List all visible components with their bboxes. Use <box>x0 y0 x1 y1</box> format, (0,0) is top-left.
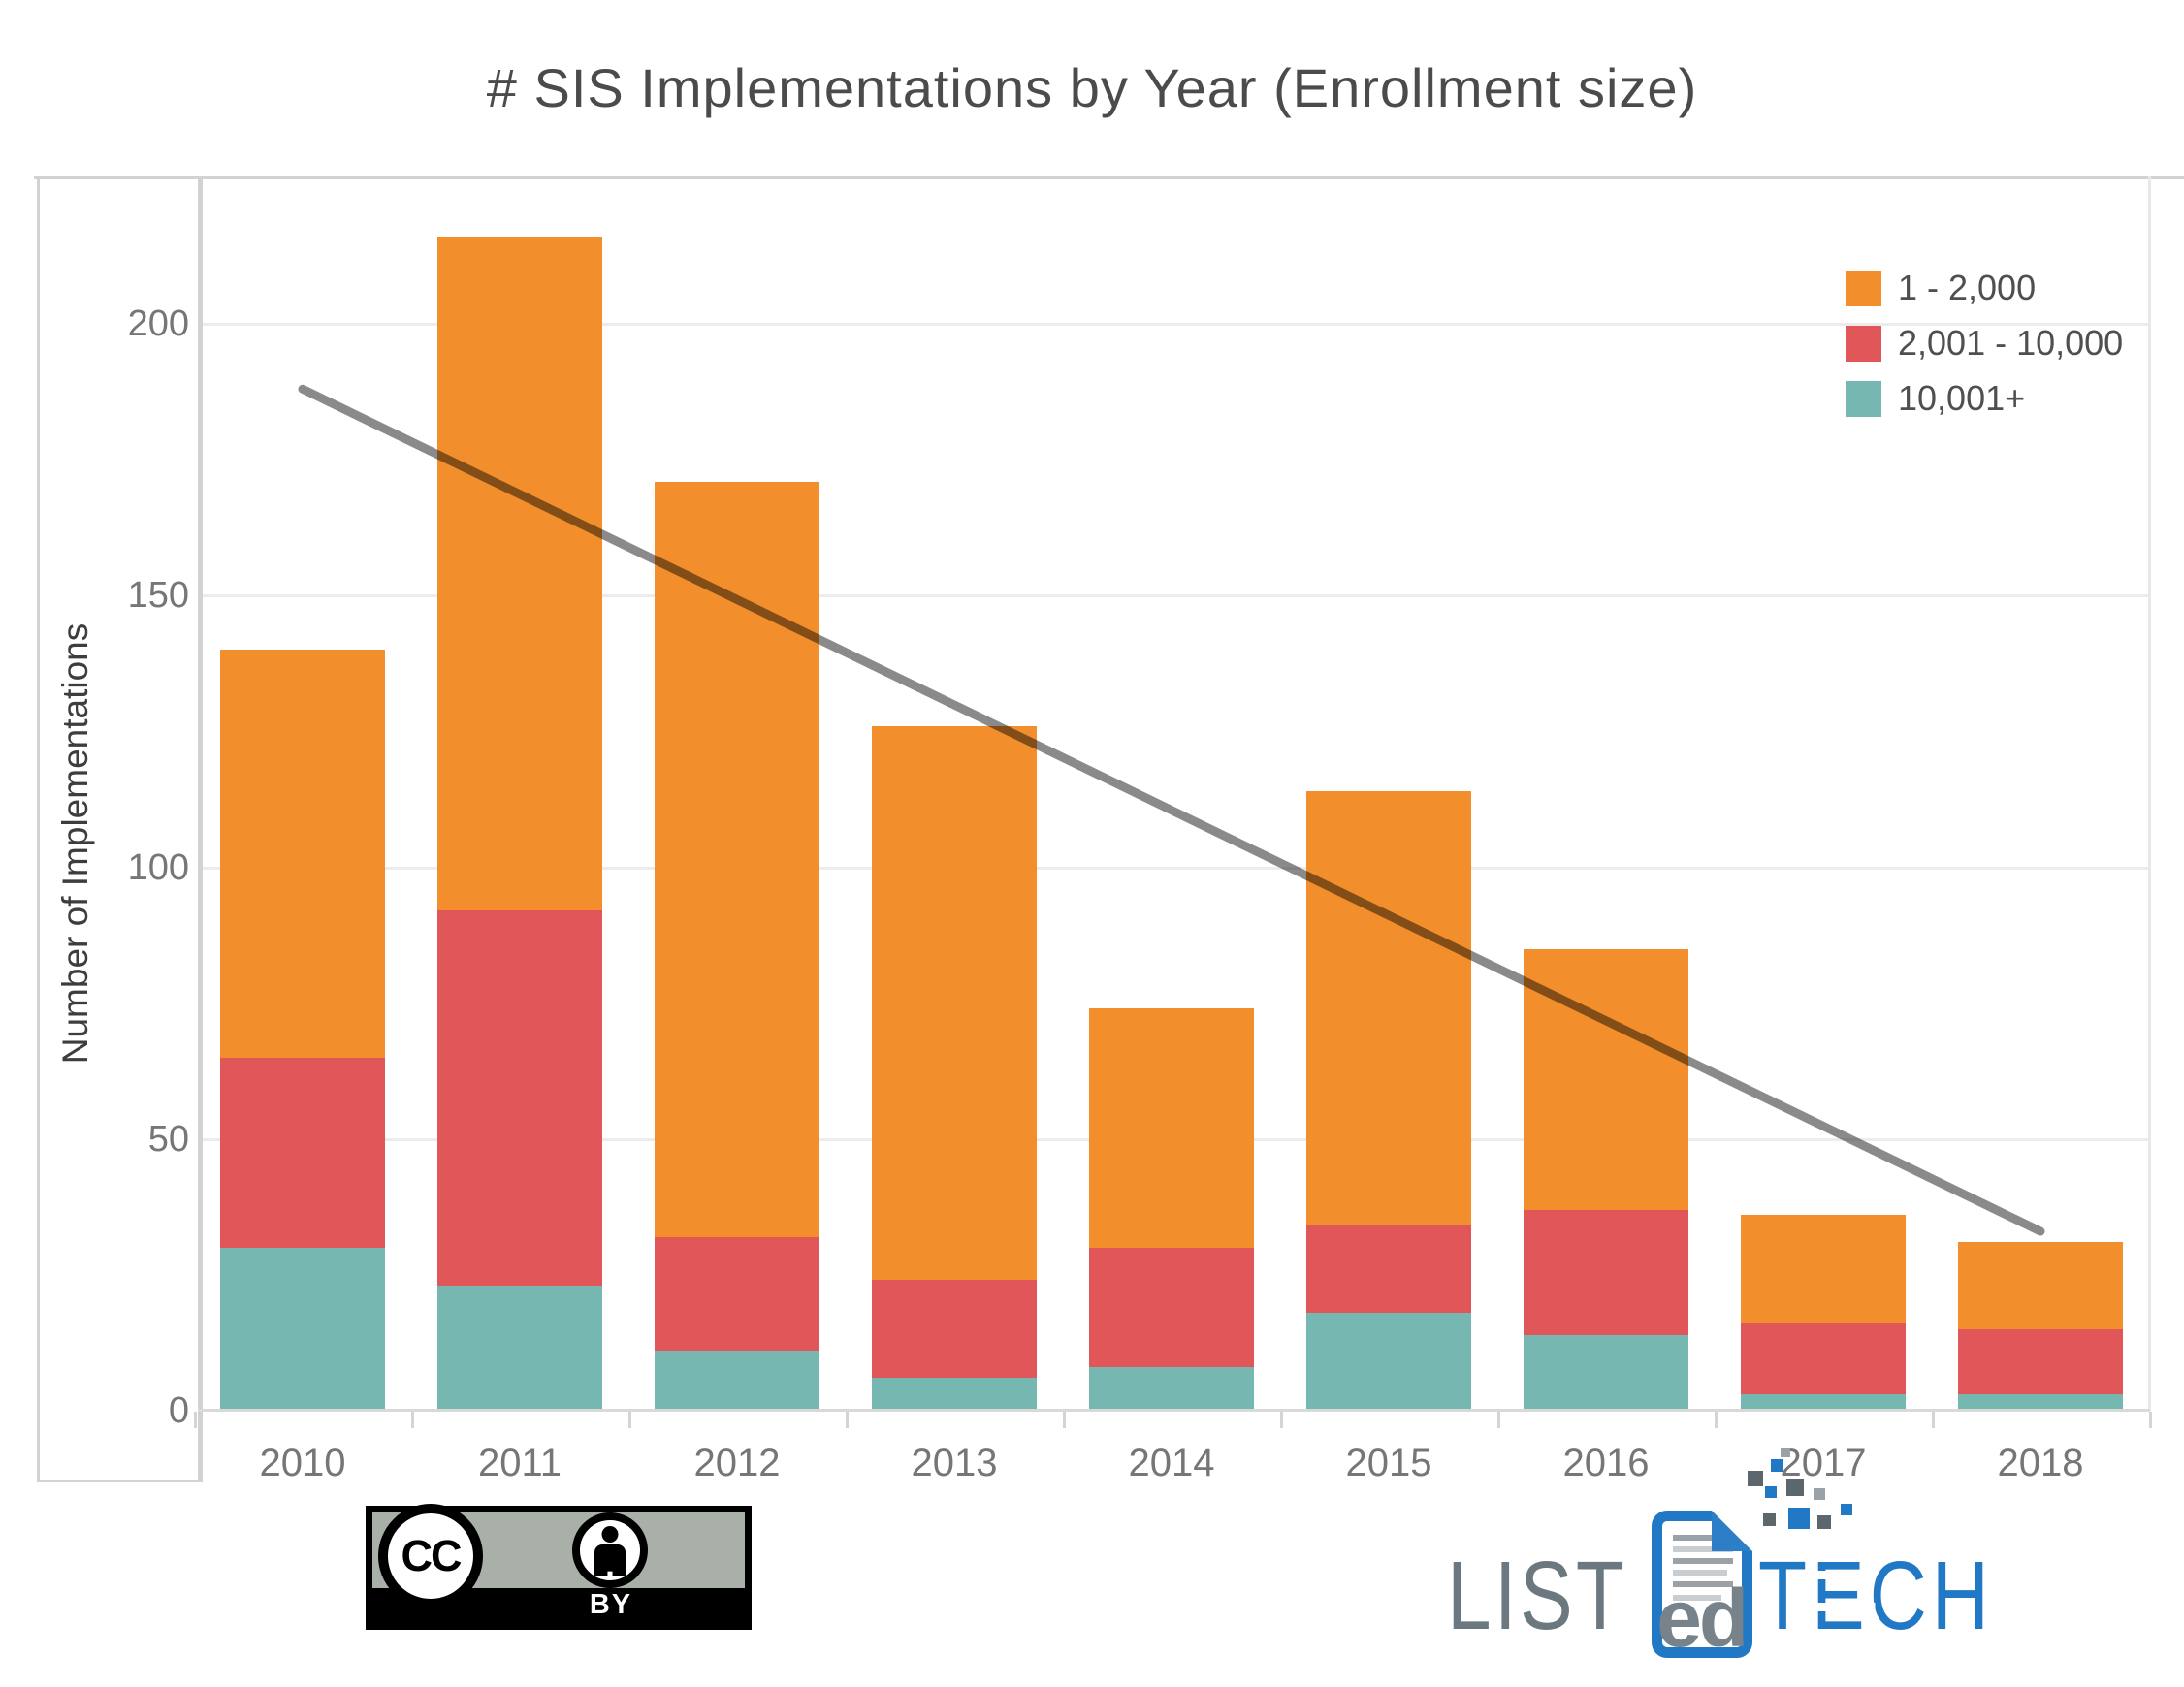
cc-icon-label: CC <box>401 1531 463 1580</box>
bar-segment-2013-2,001 - 10,000 <box>872 1280 1037 1379</box>
pixel-dot <box>1765 1486 1778 1498</box>
axis-strip-bottom-border <box>37 1480 203 1482</box>
y-tick-label: 200 <box>127 303 189 344</box>
gridline-200 <box>203 323 2148 326</box>
bar-segment-2013-1 - 2,000 <box>872 725 1037 1281</box>
page-title: # SIS Implementations by Year (Enrollmen… <box>486 57 1698 118</box>
plot-right-border <box>2148 176 2151 1411</box>
x-tick-label-2013: 2013 <box>911 1442 998 1484</box>
x-tick-label-2015: 2015 <box>1345 1442 1432 1484</box>
bar-segment-2014-10,001+ <box>1089 1367 1254 1411</box>
bar-segment-2012-10,001+ <box>655 1351 819 1411</box>
legend-swatch <box>1846 325 1881 362</box>
document-icon: ed <box>1652 1448 1853 1664</box>
logo-text-tech: T E CH <box>1758 1542 1995 1650</box>
bar-segment-2015-1 - 2,000 <box>1306 791 1471 1226</box>
y-tick-label: 150 <box>127 575 189 617</box>
bar-segment-2012-1 - 2,000 <box>655 481 819 1237</box>
x-tick-mark <box>1932 1412 1935 1428</box>
legend: 1 - 2,000 2,001 - 10,000 10,001+ <box>1846 268 2123 433</box>
bar-segment-2016-10,001+ <box>1524 1334 1688 1411</box>
bar-segment-2016-1 - 2,000 <box>1524 948 1688 1210</box>
bar-segment-2018-10,001+ <box>1958 1394 2123 1411</box>
bar-segment-2011-1 - 2,000 <box>437 237 602 911</box>
legend-item: 1 - 2,000 <box>1846 268 2123 308</box>
outer-left-border <box>37 176 40 1482</box>
pixel-dot <box>1841 1504 1853 1515</box>
x-tick-label-2012: 2012 <box>693 1442 781 1484</box>
logo-text-list: LIST <box>1447 1542 1628 1650</box>
pixel-dot <box>1817 1515 1832 1529</box>
x-tick-mark <box>411 1412 414 1428</box>
x-tick-mark <box>194 1412 197 1428</box>
y-tick-label: 50 <box>147 1118 189 1160</box>
pixel-dot <box>1781 1448 1791 1457</box>
x-tick-mark <box>846 1412 849 1428</box>
pixel-dot <box>1748 1471 1764 1486</box>
cc-icon: CC <box>378 1504 483 1608</box>
axis-divider <box>198 176 203 1482</box>
x-tick-mark <box>2149 1412 2152 1428</box>
document-fold-corner-icon <box>1712 1511 1753 1551</box>
legend-swatch <box>1846 380 1881 417</box>
bar-segment-2016-2,001 - 10,000 <box>1524 1209 1688 1335</box>
pixel-dot <box>1771 1459 1784 1472</box>
y-tick-label: 100 <box>127 846 189 888</box>
bar-segment-2012-2,001 - 10,000 <box>655 1236 819 1352</box>
x-tick-label-2010: 2010 <box>259 1442 346 1484</box>
legend-item: 10,001+ <box>1846 378 2123 419</box>
pixel-dot <box>1786 1479 1805 1496</box>
x-tick-mark <box>628 1412 631 1428</box>
x-tick-label-2017: 2017 <box>1780 1442 1867 1484</box>
x-tick-mark <box>1715 1412 1718 1428</box>
x-tick-label-2016: 2016 <box>1562 1442 1650 1484</box>
pixel-dot <box>1788 1508 1811 1529</box>
bar-segment-2010-1 - 2,000 <box>220 650 385 1058</box>
x-tick-label-2018: 2018 <box>1997 1442 2084 1484</box>
bar-segment-2018-1 - 2,000 <box>1958 1242 2123 1329</box>
legend-label: 2,001 - 10,000 <box>1898 323 2124 363</box>
bar-segment-2014-1 - 2,000 <box>1089 1008 1254 1248</box>
bar-segment-2015-2,001 - 10,000 <box>1306 1225 1471 1314</box>
cc-by-license-badge: CC BY <box>366 1504 752 1630</box>
legend-label: 10,001+ <box>1898 378 2026 418</box>
bar-segment-2017-10,001+ <box>1741 1394 1906 1411</box>
cc-by-label: BY <box>589 1589 633 1620</box>
listedtech-logo: LIST ed T E CH <box>1447 1448 2045 1666</box>
bar-segment-2017-2,001 - 10,000 <box>1741 1323 1906 1395</box>
bar-segment-2011-2,001 - 10,000 <box>437 910 602 1287</box>
bar-segment-2010-2,001 - 10,000 <box>220 1057 385 1248</box>
pixel-dot <box>1814 1488 1826 1500</box>
logo-text-ed: ed <box>1656 1573 1749 1664</box>
bar-segment-2010-10,001+ <box>220 1247 385 1411</box>
legend-item: 2,001 - 10,000 <box>1846 323 2123 364</box>
x-tick-mark <box>1497 1412 1500 1428</box>
bar-segment-2018-2,001 - 10,000 <box>1958 1328 2123 1395</box>
bar-segment-2015-10,001+ <box>1306 1313 1471 1411</box>
legend-label: 1 - 2,000 <box>1898 268 2037 307</box>
attribution-person-icon <box>572 1512 648 1588</box>
plot-top-border <box>34 176 2184 179</box>
x-tick-label-2014: 2014 <box>1128 1442 1215 1484</box>
x-axis-line <box>198 1409 2150 1412</box>
legend-swatch <box>1846 270 1881 306</box>
x-tick-mark <box>1063 1412 1066 1428</box>
x-tick-label-2011: 2011 <box>477 1442 562 1484</box>
bar-segment-2017-1 - 2,000 <box>1741 1215 1906 1324</box>
bar-segment-2014-2,001 - 10,000 <box>1089 1247 1254 1368</box>
y-axis-title: Number of Implementations <box>55 622 95 1065</box>
x-tick-mark <box>1280 1412 1283 1428</box>
y-tick-label: 0 <box>168 1390 189 1431</box>
pixel-dot <box>1763 1513 1777 1526</box>
bar-segment-2011-10,001+ <box>437 1286 602 1411</box>
bar-segment-2013-10,001+ <box>872 1378 1037 1411</box>
